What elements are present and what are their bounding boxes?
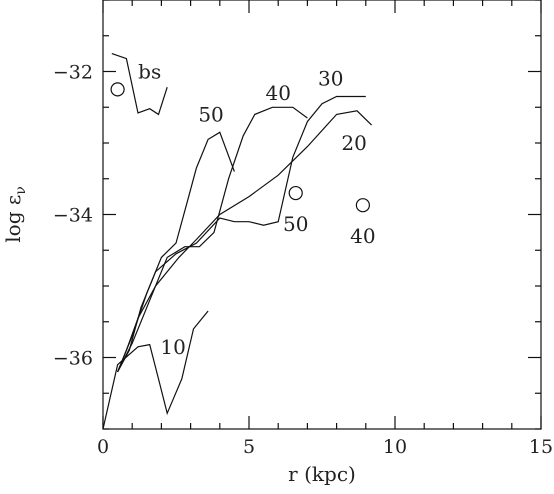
marker-label: 50 (283, 212, 308, 236)
data-series: bs 10 20 30 40 50 (102, 53, 373, 430)
series-label-30: 30 (318, 67, 343, 91)
y-tick-label: −34 (53, 205, 93, 227)
series-label-40: 40 (265, 81, 290, 105)
axes (102, 0, 542, 430)
x-axis-title: r (kpc) (288, 462, 356, 486)
y-tick-label: −32 (53, 62, 93, 84)
y-axis-title-subscript: ν (13, 186, 29, 195)
x-tick-label: 0 (97, 436, 109, 458)
axis-tick-labels: 0 5 10 15 −32 −34 −36 (53, 62, 553, 459)
x-tick-label: 5 (243, 436, 255, 458)
series-line-50 (117, 131, 235, 373)
series-line-30 (117, 95, 366, 373)
data-markers: 50 40 (110, 82, 376, 248)
series-line-40 (117, 106, 308, 373)
open-circle-marker (110, 82, 125, 97)
series-line-20 (117, 110, 373, 373)
series-label-20: 20 (341, 131, 366, 155)
series-line-bs (111, 53, 168, 116)
open-circle-marker (355, 198, 370, 213)
open-circle-marker (288, 185, 303, 201)
x-tick-label: 15 (529, 436, 553, 458)
plot-frame (102, 0, 542, 430)
axis-ticks (102, 0, 542, 430)
y-tick-label: −36 (53, 348, 93, 370)
marker-label: 40 (350, 224, 375, 248)
series-label-10: 10 (160, 335, 185, 359)
x-tick-label: 10 (383, 436, 407, 458)
y-axis-title-main: log ε (1, 195, 25, 243)
series-label-bs: bs (138, 60, 161, 84)
series-label-50: 50 (198, 102, 223, 126)
y-axis-title: log εν (1, 186, 29, 242)
